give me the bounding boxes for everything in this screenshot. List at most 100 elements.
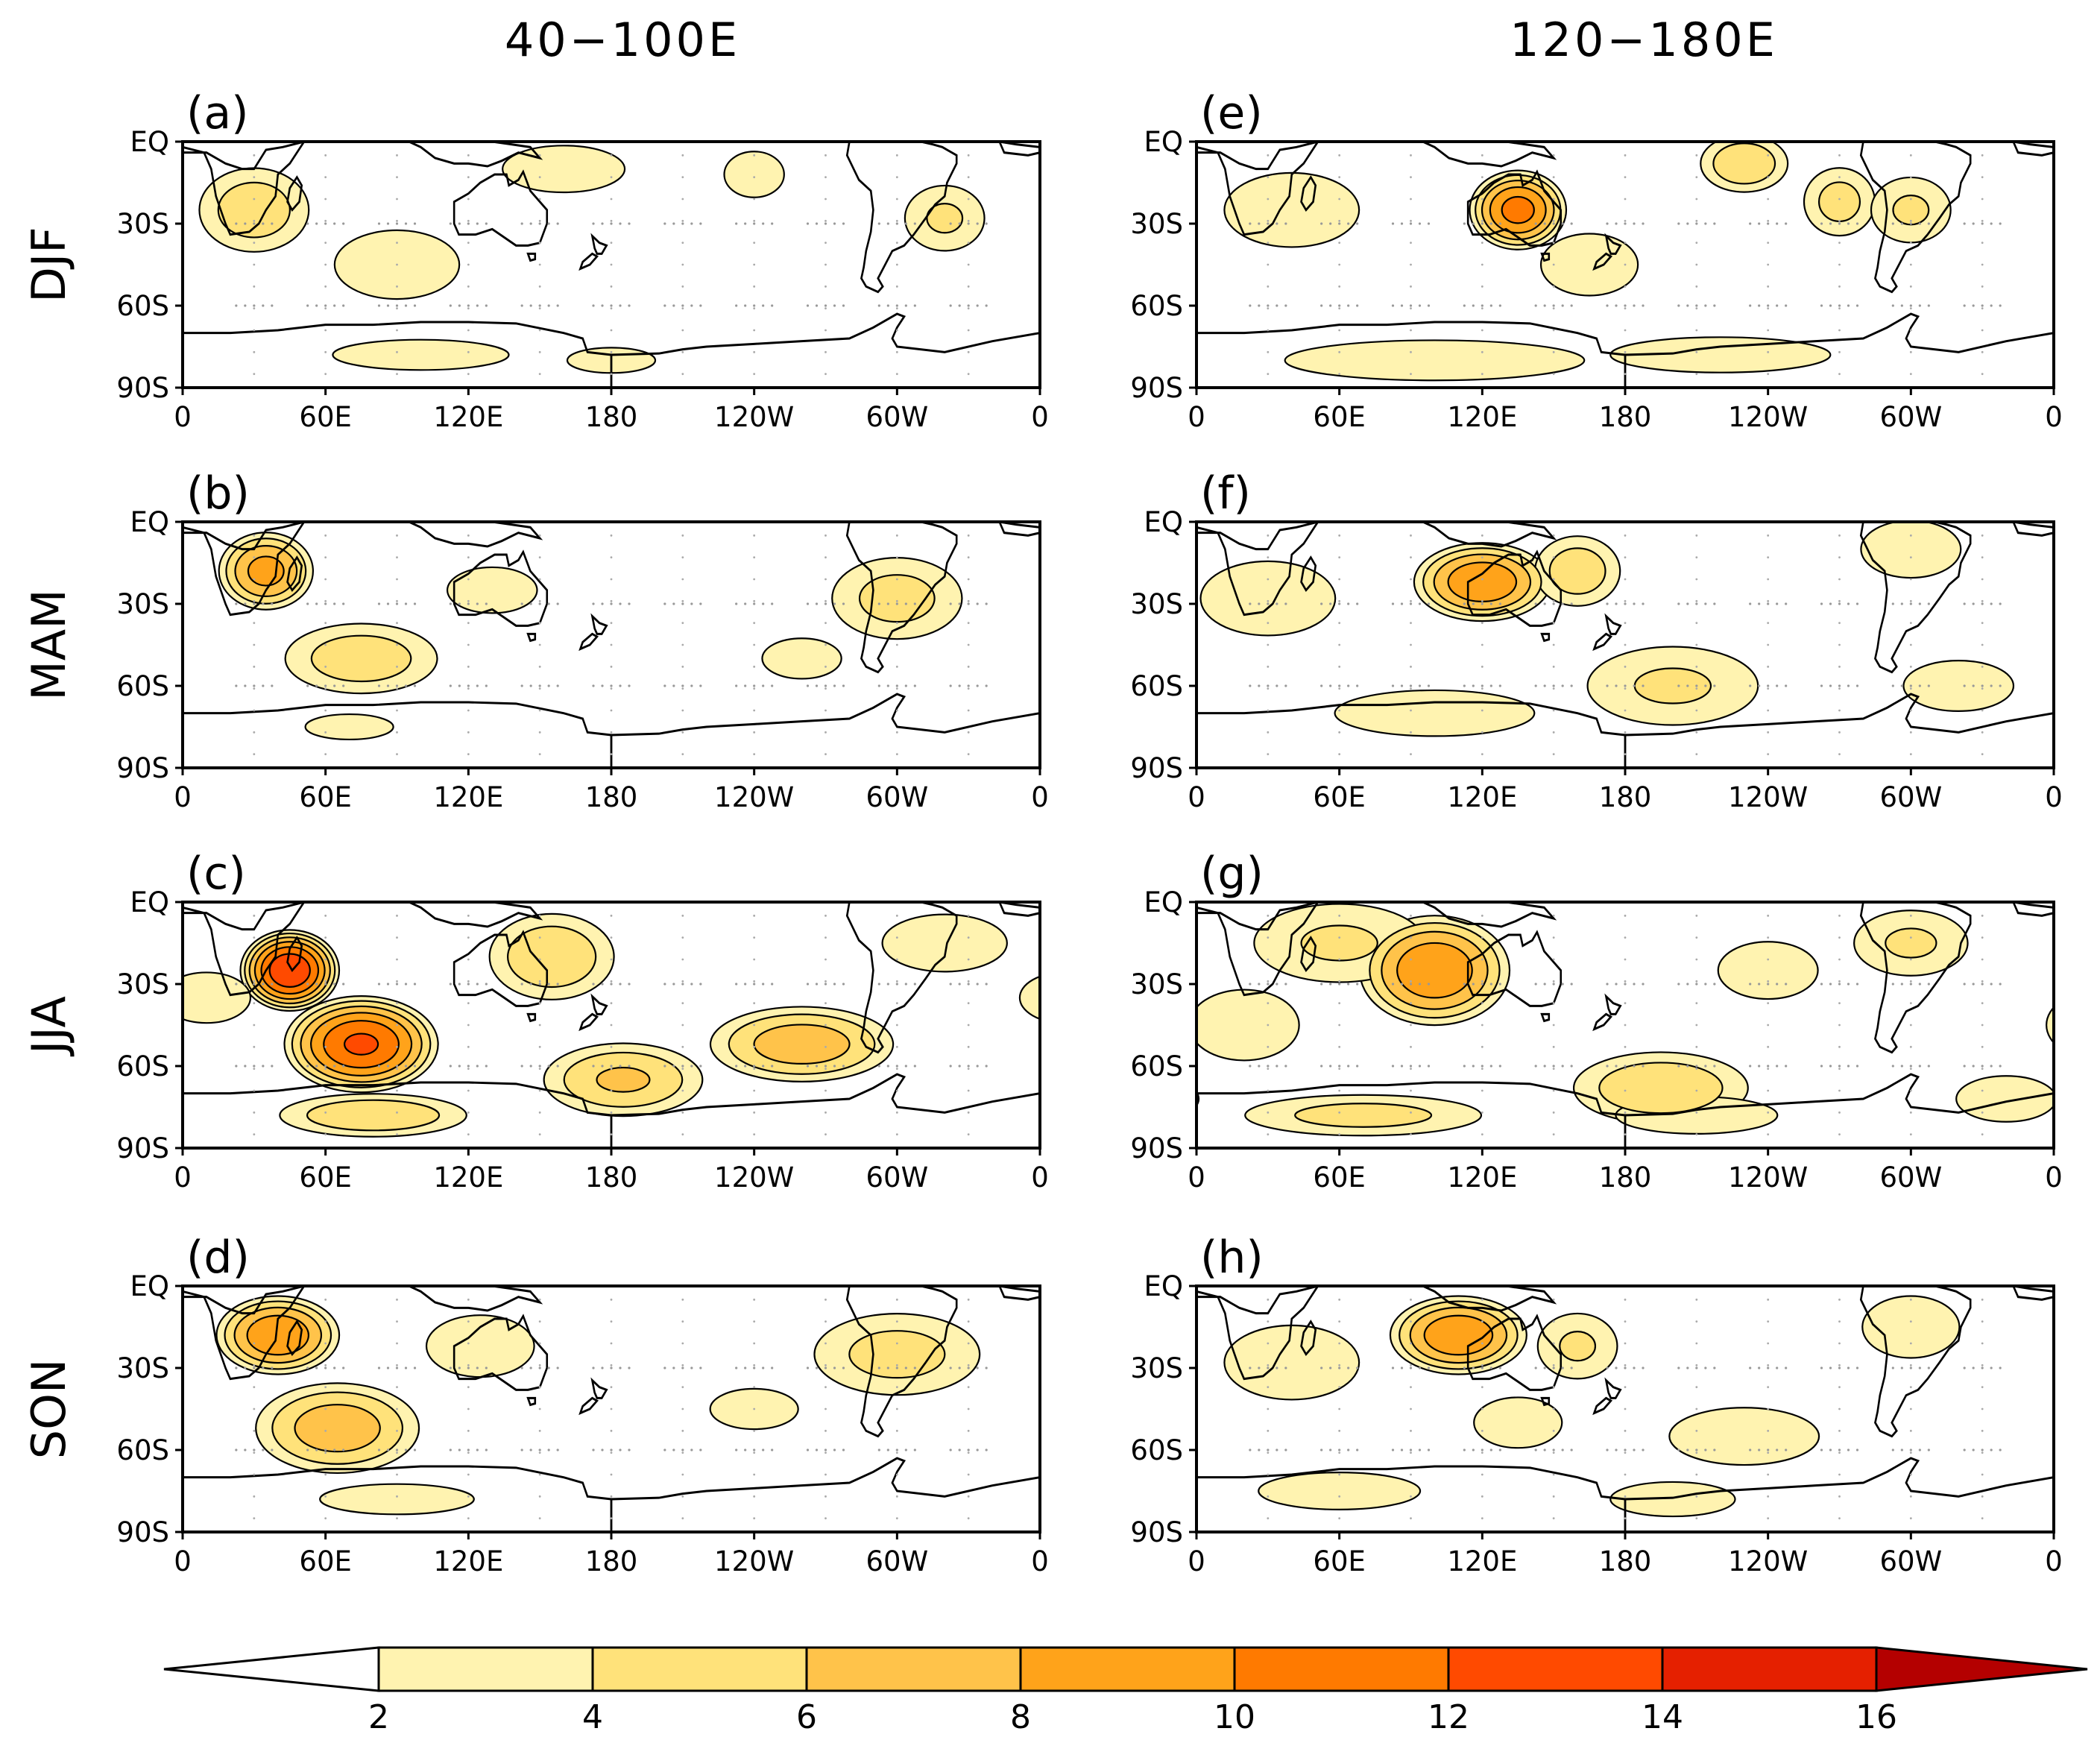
grid-dot — [1695, 1068, 1698, 1071]
grid-dot — [895, 1298, 898, 1301]
grid-dot — [592, 684, 595, 687]
grid-dot — [1820, 602, 1823, 605]
grid-dot — [324, 1089, 327, 1092]
grid-dot — [1624, 1473, 1627, 1476]
grid-dot — [1267, 643, 1270, 646]
grid-dot — [1918, 1366, 1921, 1369]
contour-fill — [1501, 195, 1535, 224]
grid-dot — [1838, 1386, 1841, 1389]
grid-dot — [467, 1451, 470, 1454]
grid-dot — [1552, 304, 1555, 307]
grid-dot — [744, 684, 747, 687]
grid-dot — [1972, 602, 1975, 605]
grid-dot — [699, 1448, 702, 1451]
grid-dot — [1829, 1065, 1832, 1068]
grid-dot — [1606, 304, 1609, 307]
grid-dot — [1918, 602, 1921, 605]
grid-dot — [538, 1364, 541, 1366]
grid-dot — [958, 983, 961, 986]
grid-dot — [967, 1298, 970, 1301]
grid-dot — [967, 219, 970, 222]
lat-tick-label: 60S — [1130, 1434, 1183, 1466]
grid-dot — [1909, 350, 1912, 353]
grid-dot — [396, 687, 398, 690]
grid-dot — [1427, 602, 1431, 605]
grid-dot — [1838, 643, 1841, 646]
grid-dot — [1677, 1448, 1680, 1451]
lon-tick-label: 0 — [1188, 1545, 1205, 1577]
grid-dot — [681, 599, 684, 602]
grid-dot — [1624, 285, 1627, 288]
grid-dot — [967, 665, 970, 668]
lon-tick-label: 120W — [714, 401, 794, 433]
grid-dot — [396, 329, 398, 332]
grid-dot — [1561, 602, 1564, 605]
grid-dot — [824, 602, 827, 605]
lon-tick-label: 60W — [1879, 1545, 1942, 1577]
grid-dot — [1267, 1429, 1270, 1432]
grid-dot — [324, 1386, 327, 1389]
grid-dot — [1695, 373, 1698, 376]
grid-dot — [1677, 1366, 1680, 1369]
grid-dot — [1838, 578, 1841, 581]
grid-dot — [1838, 263, 1841, 266]
grid-dot — [1356, 983, 1359, 986]
grid-dot — [1999, 222, 2002, 225]
grid-dot — [610, 936, 613, 939]
grid-dot — [315, 1065, 318, 1068]
grid-dot — [610, 219, 613, 222]
grid-dot — [699, 1065, 702, 1068]
grid-dot — [1409, 1065, 1413, 1068]
grid-dot — [1624, 665, 1627, 668]
grid-dot — [556, 1448, 559, 1451]
grid-dot — [806, 1448, 810, 1451]
grid-dot — [262, 602, 265, 605]
grid-dot — [395, 684, 399, 687]
grid-dot — [967, 1386, 970, 1389]
grid-dot — [1338, 304, 1341, 307]
grid-dot — [610, 1386, 613, 1389]
grid-dot — [253, 1111, 256, 1114]
lon-tick-label: 0 — [2045, 1545, 2063, 1577]
grid-dot — [1677, 602, 1680, 605]
grid-dot — [895, 1133, 898, 1136]
grid-dot — [1410, 219, 1412, 222]
grid-dot — [1891, 983, 1894, 986]
grid-dot — [547, 304, 550, 307]
grid-dot — [1981, 263, 1984, 266]
grid-dot — [1400, 304, 1404, 307]
grid-dot — [895, 556, 898, 559]
grid-dot — [1481, 1407, 1483, 1410]
grid-dot — [1695, 219, 1698, 222]
grid-dot — [1320, 1366, 1323, 1369]
grid-dot — [967, 176, 970, 179]
grid-dot — [1981, 1364, 1984, 1366]
grid-dot — [324, 1366, 327, 1369]
grid-dot — [610, 242, 613, 245]
grid-dot — [1606, 1448, 1609, 1451]
grid-dot — [1838, 1298, 1841, 1301]
grid-dot — [824, 1068, 827, 1071]
grid-dot — [1267, 602, 1270, 605]
grid-dot — [1829, 304, 1832, 307]
grid-dot — [735, 602, 738, 605]
grid-dot — [610, 329, 613, 332]
grid-dot — [396, 1517, 398, 1520]
grid-dot — [467, 1364, 470, 1366]
grid-dot — [253, 1451, 256, 1454]
grid-dot — [342, 684, 345, 687]
grid-dot — [253, 1448, 256, 1451]
grid-dot — [253, 1366, 256, 1369]
grid-dot — [253, 1320, 256, 1323]
contour-fill — [183, 971, 252, 1024]
grid-dot — [1267, 373, 1270, 376]
grid-dot — [1329, 602, 1332, 605]
grid-dot — [253, 219, 256, 222]
grid-dot — [1267, 709, 1270, 712]
grid-dot — [1410, 285, 1412, 288]
grid-dot — [681, 1429, 684, 1432]
grid-dot — [467, 1298, 470, 1301]
grid-dot — [1267, 1366, 1270, 1369]
grid-dot — [663, 304, 666, 307]
